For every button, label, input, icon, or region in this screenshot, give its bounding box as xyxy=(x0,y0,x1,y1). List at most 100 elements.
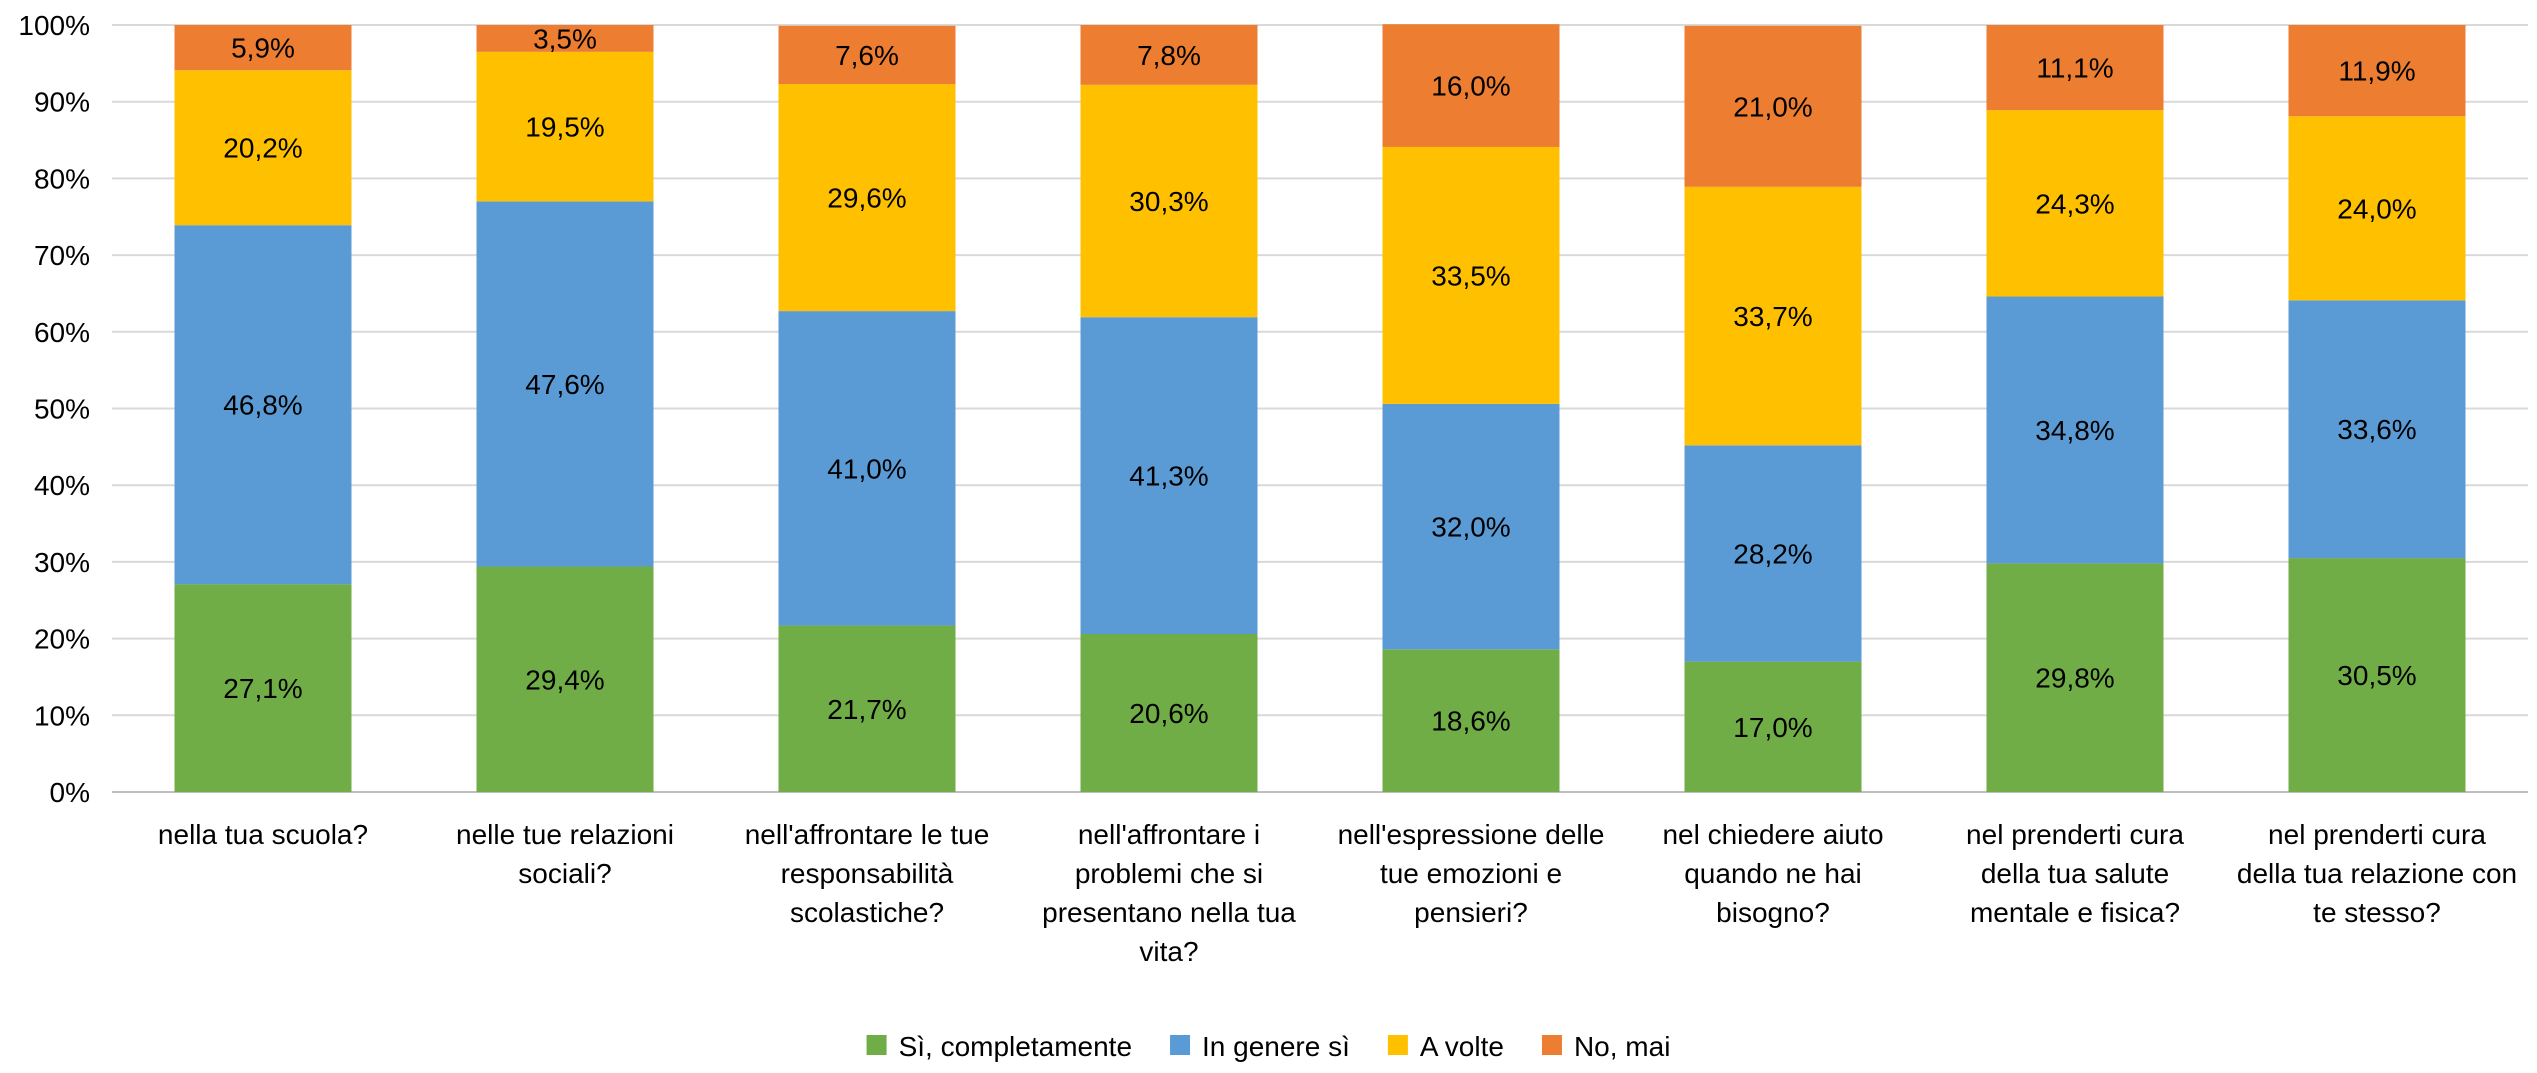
bar-segment xyxy=(1684,661,1862,792)
bar-segment xyxy=(778,625,956,792)
data-label: 20,6% xyxy=(1129,698,1208,729)
data-label: 19,5% xyxy=(525,112,604,143)
bar-segment xyxy=(1684,186,1862,446)
legend-swatch xyxy=(1170,1035,1191,1055)
legend-item: No, mai xyxy=(1541,1031,1670,1062)
data-label: 24,0% xyxy=(2337,193,2416,224)
y-tick-label: 80% xyxy=(34,163,90,194)
bar-segment xyxy=(1080,84,1258,318)
y-tick-label: 20% xyxy=(34,624,90,655)
data-label: 16,0% xyxy=(1431,71,1510,102)
data-label: 41,3% xyxy=(1129,461,1208,492)
bar-segment xyxy=(1080,317,1258,634)
bar-segment xyxy=(1986,110,2164,297)
legend-item: Sì, completamente xyxy=(866,1031,1132,1062)
data-label: 34,8% xyxy=(2035,415,2114,446)
bar-segment xyxy=(476,566,654,792)
category-label: nel prenderti cura della tua relazione co… xyxy=(2237,819,2517,928)
data-label: 27,1% xyxy=(223,673,302,704)
bar-segment xyxy=(1986,563,2164,792)
bar-segment xyxy=(778,84,956,312)
data-label: 46,8% xyxy=(223,390,302,421)
data-label: 11,9% xyxy=(2338,56,2415,87)
data-label: 29,8% xyxy=(2035,663,2114,694)
category-label: nel chiedere aiuto quando ne hai bisogno? xyxy=(1662,819,1883,928)
y-axis-tick-labels: 0% 10% 20% 30% 40% 50% 60% 70% 80% 90% 100% xyxy=(18,10,90,808)
bar-segment xyxy=(2288,116,2466,301)
bar-segment xyxy=(1684,445,1862,662)
legend-label: A volte xyxy=(1420,1031,1504,1062)
data-label: 33,5% xyxy=(1431,260,1510,291)
bar-segment xyxy=(2288,25,2466,117)
bar-segment xyxy=(778,311,956,626)
gridlines xyxy=(112,24,2528,793)
y-tick-label: 70% xyxy=(34,240,90,271)
bar-segment xyxy=(476,201,654,567)
category-label: nelle tue relazioni sociali? xyxy=(456,819,674,889)
data-label: 21,7% xyxy=(827,694,906,725)
category-label: nell'affrontare le tue responsabilità scol… xyxy=(745,819,990,928)
bar-segment xyxy=(1382,403,1560,650)
data-label: 7,8% xyxy=(1137,40,1201,71)
y-tick-label: 0% xyxy=(50,777,90,808)
bar-segment xyxy=(1080,25,1258,85)
data-label: 3,5% xyxy=(533,23,597,54)
bar-segment xyxy=(1986,296,2164,564)
legend-item: A volte xyxy=(1387,1031,1504,1062)
data-label: 7,6% xyxy=(835,40,899,71)
bar-segment xyxy=(2288,300,2466,559)
bar-segment xyxy=(1986,25,2164,111)
bar-segment xyxy=(476,51,654,202)
y-tick-label: 60% xyxy=(34,317,90,348)
data-label: 5,9% xyxy=(231,33,295,64)
bar-segment xyxy=(2288,558,2466,792)
bar-segment xyxy=(476,25,654,52)
data-label: 41,0% xyxy=(827,453,906,484)
y-tick-label: 90% xyxy=(34,87,90,118)
legend-label: In genere sì xyxy=(1202,1031,1350,1062)
category-label: nell'espressione delle tue emozioni e pens… xyxy=(1338,819,1605,928)
category-labels: nella tua scuola? nelle tue relazioni soci… xyxy=(158,819,2517,967)
data-label: 20,2% xyxy=(223,133,302,164)
data-label: 11,1% xyxy=(2036,53,2113,84)
bars xyxy=(174,24,2466,792)
legend-label: Sì, completamente xyxy=(899,1031,1132,1062)
bar-segment xyxy=(174,70,352,226)
bar-segment xyxy=(1382,649,1560,792)
category-label: nel prenderti cura della tua salute mental… xyxy=(1966,819,2184,928)
data-label: 47,6% xyxy=(525,369,604,400)
y-tick-label: 50% xyxy=(34,394,90,425)
bar-segment xyxy=(174,584,352,792)
data-label: 29,6% xyxy=(827,183,906,214)
data-label: 18,6% xyxy=(1431,706,1510,737)
data-label: 33,6% xyxy=(2337,414,2416,445)
data-label: 17,0% xyxy=(1733,712,1812,743)
bar-segment xyxy=(1382,24,1560,147)
data-label: 29,4% xyxy=(525,664,604,695)
data-label: 21,0% xyxy=(1733,91,1812,122)
bar-segment xyxy=(778,25,956,85)
y-tick-label: 40% xyxy=(34,470,90,501)
legend-swatch xyxy=(1541,1035,1562,1055)
legend: Sì, completamente In genere sì A volte No, … xyxy=(866,1031,1670,1062)
y-tick-label: 100% xyxy=(18,10,90,41)
bar-segment xyxy=(1080,633,1258,792)
data-label: 32,0% xyxy=(1431,512,1510,543)
legend-label: No, mai xyxy=(1574,1031,1670,1062)
data-label: 28,2% xyxy=(1733,538,1812,569)
y-tick-label: 10% xyxy=(34,700,90,731)
data-labels: 27,1% 46,8% 20,2% 5,9% 29,4% 47,6% 19,5% 3,5% 21… xyxy=(223,23,2416,742)
legend-swatch xyxy=(1387,1035,1408,1055)
data-label: 24,3% xyxy=(2035,188,2114,219)
bar-segment xyxy=(1382,146,1560,404)
legend-swatch xyxy=(866,1035,887,1055)
y-tick-label: 30% xyxy=(34,547,90,578)
bar-segment xyxy=(174,225,352,585)
bar-segment xyxy=(174,25,352,71)
category-label: nell'affrontare i problemi che si presenta… xyxy=(1042,819,1296,967)
legend-item: In genere sì xyxy=(1170,1031,1350,1062)
data-label: 30,5% xyxy=(2337,660,2416,691)
data-label: 33,7% xyxy=(1733,301,1812,332)
